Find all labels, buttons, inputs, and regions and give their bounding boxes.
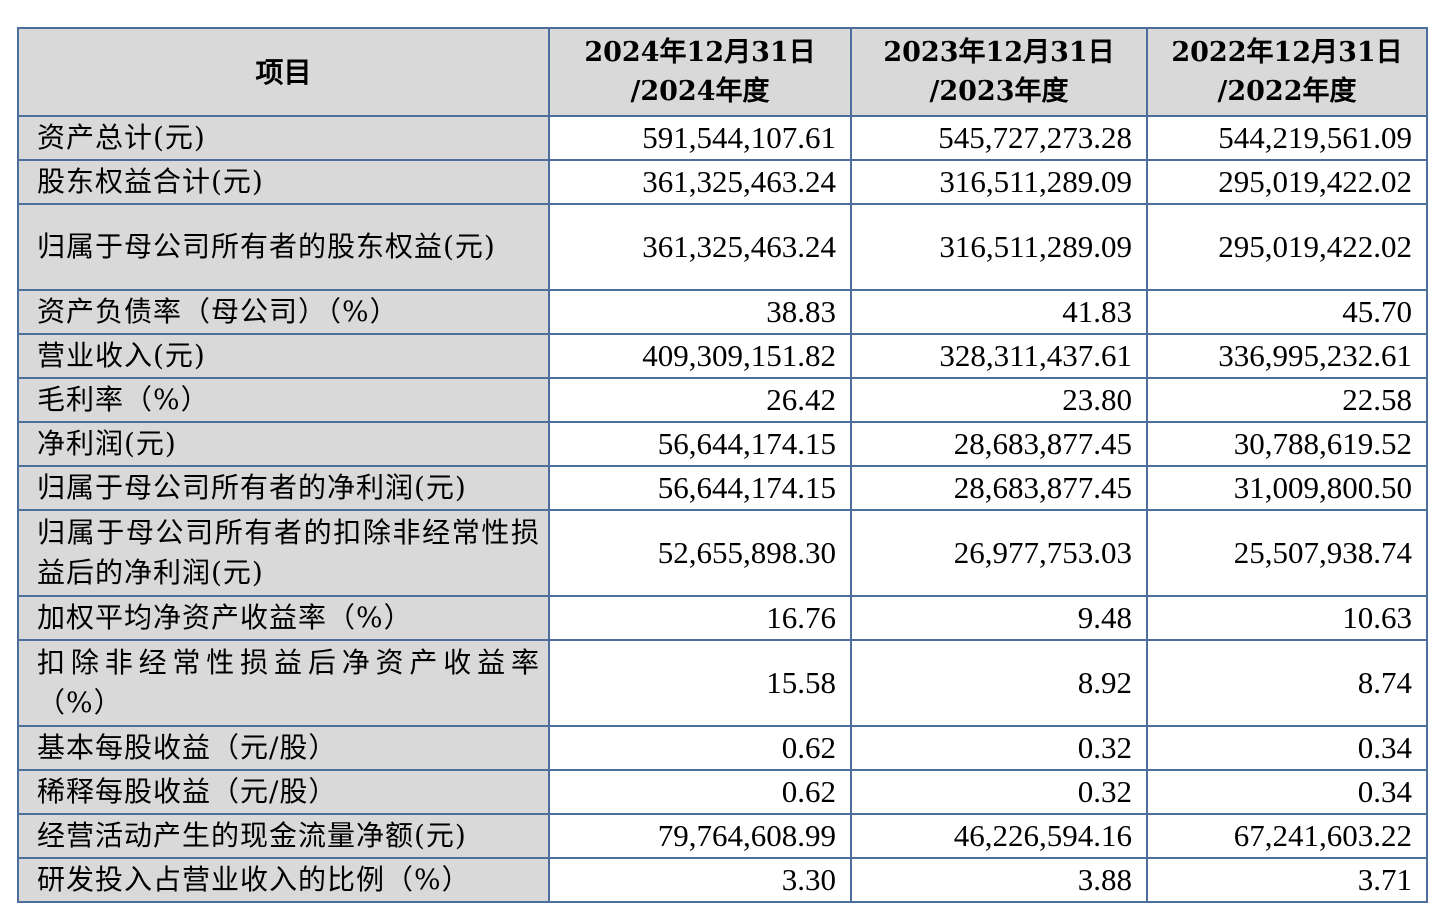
value-2022: 336,995,232.61 bbox=[1146, 333, 1428, 379]
value-2023: 28,683,877.45 bbox=[850, 421, 1148, 467]
table-row: 归属于母公司所有者的股东权益(元) 361,325,463.24 316,511… bbox=[17, 203, 1428, 291]
financial-data-table: 项目 2024年12月31日 /2024年度 2023年12月31日 /2023… bbox=[17, 27, 1428, 903]
value-2022: 67,241,603.22 bbox=[1146, 813, 1428, 859]
row-label: 资产负债率（母公司）（%） bbox=[17, 289, 550, 335]
header-year-period: /2023年度 bbox=[929, 76, 1069, 107]
row-label: 毛利率（%） bbox=[17, 377, 550, 423]
header-year-date: 2023年12月31日 bbox=[883, 37, 1115, 68]
value-2023: 41.83 bbox=[850, 289, 1148, 335]
value-2024: 3.30 bbox=[548, 857, 852, 903]
row-label: 稀释每股收益（元/股） bbox=[17, 769, 550, 815]
value-2024: 16.76 bbox=[548, 595, 852, 641]
value-2023: 23.80 bbox=[850, 377, 1148, 423]
row-label: 股东权益合计(元) bbox=[17, 159, 550, 205]
table-row: 基本每股收益（元/股） 0.62 0.32 0.34 bbox=[17, 725, 1428, 771]
row-label: 加权平均净资产收益率（%） bbox=[17, 595, 550, 641]
value-2024: 591,544,107.61 bbox=[548, 115, 852, 161]
table-row: 扣除非经常性损益后净资产收益率（%） 15.58 8.92 8.74 bbox=[17, 639, 1428, 727]
header-year-2024: 2024年12月31日 /2024年度 bbox=[548, 27, 852, 117]
value-2024: 15.58 bbox=[548, 639, 852, 727]
value-2023: 9.48 bbox=[850, 595, 1148, 641]
value-2024: 0.62 bbox=[548, 725, 852, 771]
row-label: 资产总计(元) bbox=[17, 115, 550, 161]
value-2022: 0.34 bbox=[1146, 725, 1428, 771]
row-label: 研发投入占营业收入的比例（%） bbox=[17, 857, 550, 903]
header-year-period: /2022年度 bbox=[1217, 76, 1357, 107]
value-2022: 8.74 bbox=[1146, 639, 1428, 727]
table-row: 资产总计(元) 591,544,107.61 545,727,273.28 54… bbox=[17, 115, 1428, 161]
row-label: 归属于母公司所有者的股东权益(元) bbox=[17, 203, 550, 291]
table-row: 营业收入(元) 409,309,151.82 328,311,437.61 33… bbox=[17, 333, 1428, 379]
table-row: 经营活动产生的现金流量净额(元) 79,764,608.99 46,226,59… bbox=[17, 813, 1428, 859]
value-2023: 3.88 bbox=[850, 857, 1148, 903]
value-2022: 22.58 bbox=[1146, 377, 1428, 423]
value-2023: 28,683,877.45 bbox=[850, 465, 1148, 511]
header-year-2023: 2023年12月31日 /2023年度 bbox=[850, 27, 1148, 117]
table-row: 研发投入占营业收入的比例（%） 3.30 3.88 3.71 bbox=[17, 857, 1428, 903]
header-item: 项目 bbox=[17, 27, 550, 117]
row-label: 归属于母公司所有者的净利润(元) bbox=[17, 465, 550, 511]
value-2024: 56,644,174.15 bbox=[548, 421, 852, 467]
value-2024: 38.83 bbox=[548, 289, 852, 335]
table-row: 资产负债率（母公司）（%） 38.83 41.83 45.70 bbox=[17, 289, 1428, 335]
table-row: 归属于母公司所有者的净利润(元) 56,644,174.15 28,683,87… bbox=[17, 465, 1428, 511]
value-2024: 361,325,463.24 bbox=[548, 159, 852, 205]
value-2024: 26.42 bbox=[548, 377, 852, 423]
value-2022: 544,219,561.09 bbox=[1146, 115, 1428, 161]
row-label: 净利润(元) bbox=[17, 421, 550, 467]
value-2022: 25,507,938.74 bbox=[1146, 509, 1428, 597]
value-2024: 361,325,463.24 bbox=[548, 203, 852, 291]
row-label: 基本每股收益（元/股） bbox=[17, 725, 550, 771]
value-2023: 0.32 bbox=[850, 769, 1148, 815]
row-label: 归属于母公司所有者的扣除非经常性损益后的净利润(元) bbox=[17, 509, 550, 597]
table-row: 毛利率（%） 26.42 23.80 22.58 bbox=[17, 377, 1428, 423]
value-2023: 316,511,289.09 bbox=[850, 159, 1148, 205]
value-2024: 56,644,174.15 bbox=[548, 465, 852, 511]
value-2023: 26,977,753.03 bbox=[850, 509, 1148, 597]
value-2022: 0.34 bbox=[1146, 769, 1428, 815]
value-2022: 31,009,800.50 bbox=[1146, 465, 1428, 511]
value-2022: 295,019,422.02 bbox=[1146, 203, 1428, 291]
value-2022: 45.70 bbox=[1146, 289, 1428, 335]
value-2024: 409,309,151.82 bbox=[548, 333, 852, 379]
table-row: 加权平均净资产收益率（%） 16.76 9.48 10.63 bbox=[17, 595, 1428, 641]
value-2024: 0.62 bbox=[548, 769, 852, 815]
row-label: 经营活动产生的现金流量净额(元) bbox=[17, 813, 550, 859]
header-year-period: /2024年度 bbox=[630, 76, 770, 107]
value-2022: 295,019,422.02 bbox=[1146, 159, 1428, 205]
header-year-date: 2024年12月31日 bbox=[584, 37, 816, 68]
value-2023: 316,511,289.09 bbox=[850, 203, 1148, 291]
value-2023: 8.92 bbox=[850, 639, 1148, 727]
value-2022: 10.63 bbox=[1146, 595, 1428, 641]
value-2023: 46,226,594.16 bbox=[850, 813, 1148, 859]
table-row: 净利润(元) 56,644,174.15 28,683,877.45 30,78… bbox=[17, 421, 1428, 467]
header-year-2022: 2022年12月31日 /2022年度 bbox=[1146, 27, 1428, 117]
value-2023: 545,727,273.28 bbox=[850, 115, 1148, 161]
value-2023: 328,311,437.61 bbox=[850, 333, 1148, 379]
value-2022: 3.71 bbox=[1146, 857, 1428, 903]
table-row: 股东权益合计(元) 361,325,463.24 316,511,289.09 … bbox=[17, 159, 1428, 205]
header-year-date: 2022年12月31日 bbox=[1171, 37, 1403, 68]
row-label: 扣除非经常性损益后净资产收益率（%） bbox=[17, 639, 550, 727]
value-2023: 0.32 bbox=[850, 725, 1148, 771]
value-2024: 52,655,898.30 bbox=[548, 509, 852, 597]
value-2024: 79,764,608.99 bbox=[548, 813, 852, 859]
value-2022: 30,788,619.52 bbox=[1146, 421, 1428, 467]
row-label: 营业收入(元) bbox=[17, 333, 550, 379]
table-row: 归属于母公司所有者的扣除非经常性损益后的净利润(元) 52,655,898.30… bbox=[17, 509, 1428, 597]
table-row: 稀释每股收益（元/股） 0.62 0.32 0.34 bbox=[17, 769, 1428, 815]
table-header-row: 项目 2024年12月31日 /2024年度 2023年12月31日 /2023… bbox=[17, 27, 1428, 117]
